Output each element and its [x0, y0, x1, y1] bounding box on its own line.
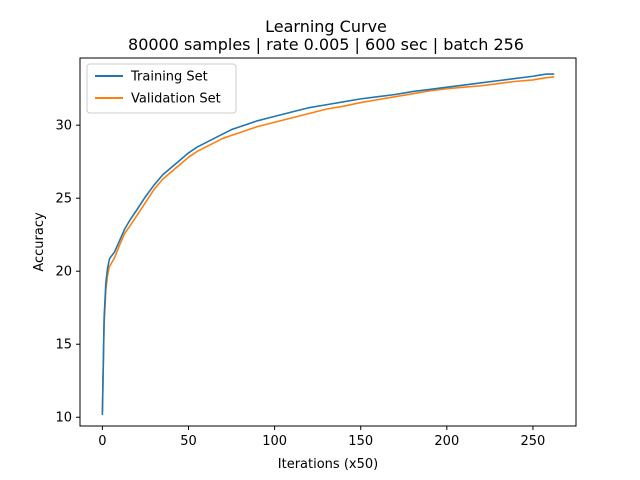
y-tick-label: 25 — [55, 192, 72, 207]
x-tick-label: 150 — [348, 434, 373, 449]
validation-set-line — [101, 76, 555, 413]
legend: Training Set Validation Set — [86, 63, 237, 114]
legend-label-training: Training Set — [130, 70, 208, 85]
x-tick-label: 100 — [262, 434, 287, 449]
x-tick-label: 200 — [434, 434, 459, 449]
y-tick-label: 10 — [55, 411, 72, 426]
chart-title: Learning Curve — [265, 17, 387, 36]
legend-box — [86, 63, 237, 114]
y-tick-label: 20 — [55, 265, 72, 280]
plot-frame — [79, 57, 577, 427]
y-tick-label: 30 — [55, 119, 72, 134]
training-set-line — [101, 73, 555, 416]
legend-label-validation: Validation Set — [131, 92, 221, 107]
y-axis-label: Accuracy — [32, 212, 47, 272]
plot-lines — [101, 73, 555, 416]
x-tick-label: 50 — [180, 434, 197, 449]
chart-subtitle: 80000 samples | rate 0.005 | 600 sec | b… — [128, 35, 524, 54]
axis-ticks: 0 50 100 150 200 250 10 15 20 25 30 — [55, 119, 545, 449]
x-axis-label: Iterations (x50) — [278, 457, 378, 472]
y-tick-label: 15 — [55, 338, 72, 353]
x-tick-label: 250 — [521, 434, 546, 449]
x-tick-label: 0 — [98, 434, 106, 449]
